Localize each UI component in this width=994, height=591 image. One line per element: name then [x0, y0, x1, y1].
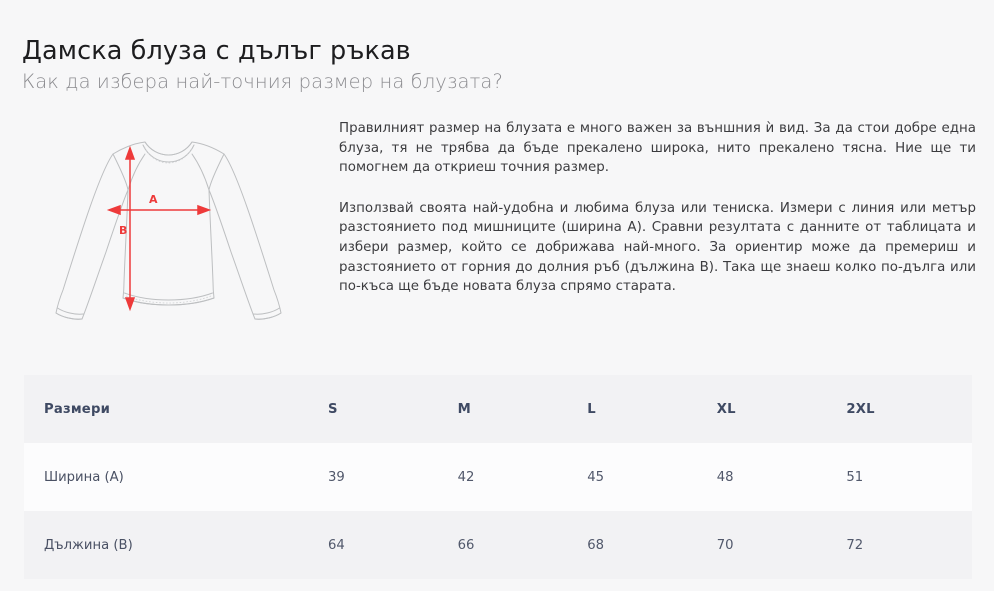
size-chart-table: Размери S M L XL 2XL Ширина (А) 39 42 45…	[24, 375, 972, 579]
hem-inner-line	[124, 292, 213, 301]
width-arrow-head-left	[106, 204, 121, 216]
column-header-2xl: 2XL	[846, 401, 875, 417]
size-chart-body: Ширина (А) 39 42 45 48 51 Дължина (В) 64…	[24, 443, 972, 579]
paragraph-how-to-measure: Използвай своята най-удобна и любима блу…	[339, 200, 976, 295]
right-cuff-inner-line	[253, 307, 280, 315]
width-value-xl: 48	[716, 469, 734, 485]
paragraph-importance: Правилният размер на блузата е много важ…	[339, 121, 976, 176]
size-guide-copy: Правилният размер на блузата е много важ…	[339, 119, 976, 297]
length-value-m: 66	[457, 537, 475, 553]
column-header-s: S	[328, 401, 338, 417]
width-value-s: 39	[328, 469, 345, 485]
right-shoulder-seam	[191, 153, 210, 191]
garment-outline-group	[55, 141, 282, 320]
blouse-measurement-illustration: A B	[40, 124, 312, 339]
stitching-lines-group	[125, 146, 212, 304]
right-cuff-line	[254, 312, 282, 320]
width-value-l: 45	[587, 469, 604, 485]
table-header-row: Размери S M L XL 2XL	[24, 375, 972, 443]
length-value-xl: 70	[716, 537, 734, 553]
table-row: Ширина (А) 39 42 45 48 51	[24, 443, 972, 511]
neck-stitch-line	[144, 146, 193, 164]
width-arrow-head-right	[197, 204, 212, 216]
left-cuff-line	[55, 312, 83, 320]
width-label-a: A	[149, 193, 158, 206]
right-sleeve-outline	[208, 153, 282, 320]
table-row: Дължина (В) 64 66 68 70 72	[24, 511, 972, 579]
length-value-l: 68	[587, 537, 604, 553]
length-label-b: B	[119, 224, 127, 237]
page-title: Дамска блуза с дълъг ръкав	[22, 36, 411, 67]
neckline-outer	[144, 141, 193, 156]
left-shoulder-seam	[127, 153, 146, 191]
blouse-diagram-svg: A B	[55, 141, 282, 320]
column-header-sizes: Размери	[44, 401, 111, 417]
length-arrow-head-top	[124, 145, 136, 160]
left-cuff-inner-line	[57, 307, 84, 315]
row-label-length: Дължина (В)	[44, 537, 133, 553]
width-value-2xl: 51	[846, 469, 864, 485]
hem-outer-line	[122, 297, 215, 306]
width-value-m: 42	[457, 469, 475, 485]
column-header-l: L	[587, 401, 596, 417]
length-value-s: 64	[328, 537, 345, 553]
column-header-xl: XL	[716, 401, 736, 417]
page-subtitle: Как да избера най-точния размер на блуза…	[22, 70, 503, 93]
measurement-arrows-group	[106, 145, 212, 312]
column-header-m: M	[457, 401, 471, 417]
length-arrow-head-bottom	[124, 297, 136, 312]
size-chart-head: Размери S M L XL 2XL	[24, 375, 972, 443]
row-label-width: Ширина (А)	[44, 469, 124, 485]
neckline-inner	[142, 144, 195, 163]
length-value-2xl: 72	[846, 537, 864, 553]
left-sleeve-outline	[55, 153, 129, 320]
